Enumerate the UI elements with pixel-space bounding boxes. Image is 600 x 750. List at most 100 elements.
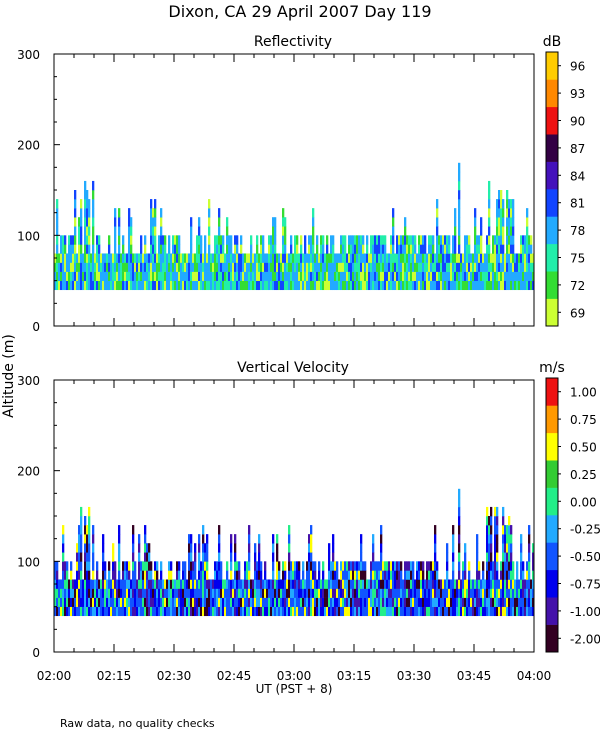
- heatmap-cell: [476, 579, 479, 589]
- heatmap-cell: [240, 280, 243, 291]
- heatmap-cell: [292, 597, 295, 607]
- heatmap-cell: [312, 226, 315, 236]
- heatmap-cell: [104, 280, 107, 291]
- heatmap-cell: [208, 579, 211, 589]
- heatmap-cell: [482, 280, 485, 291]
- heatmap-cell: [462, 253, 465, 263]
- heatmap-cell: [420, 262, 423, 272]
- heatmap-cell: [214, 561, 217, 571]
- heatmap-cell: [476, 543, 479, 553]
- heatmap-cell: [478, 606, 481, 617]
- heatmap-cell: [160, 588, 163, 598]
- heatmap-cell: [224, 271, 227, 281]
- heatmap-cell: [438, 588, 441, 598]
- heatmap-cell: [438, 280, 441, 291]
- heatmap-cell: [298, 588, 301, 598]
- heatmap-cell: [436, 208, 439, 218]
- heatmap-cell: [474, 271, 477, 281]
- heatmap-cell: [486, 570, 489, 580]
- heatmap-cell: [60, 606, 63, 617]
- heatmap-cell: [438, 253, 441, 263]
- heatmap-cell: [512, 579, 515, 589]
- heatmap-cell: [88, 543, 91, 553]
- heatmap-cell: [222, 262, 225, 272]
- heatmap-cell: [84, 516, 87, 526]
- heatmap-cell: [88, 552, 91, 562]
- heatmap-cell: [476, 588, 479, 598]
- heatmap-cell: [290, 597, 293, 607]
- heatmap-cell: [230, 561, 233, 571]
- heatmap-cell: [92, 525, 95, 535]
- heatmap-cell: [114, 570, 117, 580]
- heatmap-cell: [198, 226, 201, 236]
- heatmap-cell: [312, 253, 315, 263]
- heatmap-cell: [304, 253, 307, 263]
- heatmap-cell: [312, 271, 315, 281]
- heatmap-cell: [414, 606, 417, 617]
- heatmap-cell: [374, 253, 377, 263]
- heatmap-cell: [346, 561, 349, 571]
- colorbar-label: 90: [570, 115, 585, 129]
- heatmap-cell: [192, 588, 195, 598]
- heatmap-cell: [202, 579, 205, 589]
- heatmap-cell: [100, 262, 103, 272]
- heatmap-cell: [520, 271, 523, 281]
- heatmap-cell: [180, 606, 183, 617]
- heatmap-cell: [296, 235, 299, 245]
- heatmap-cell: [204, 262, 207, 272]
- heatmap-cell: [530, 597, 533, 607]
- heatmap-cell: [264, 280, 267, 291]
- heatmap-cell: [248, 534, 251, 544]
- heatmap-cell: [76, 262, 79, 272]
- heatmap-cell: [140, 262, 143, 272]
- heatmap-cell: [180, 262, 183, 272]
- heatmap-cell: [474, 280, 477, 291]
- heatmap-cell: [130, 579, 133, 589]
- heatmap-cell: [54, 262, 57, 272]
- heatmap-cell: [426, 588, 429, 598]
- heatmap-cell: [486, 253, 489, 263]
- heatmap-cell: [54, 570, 57, 580]
- heatmap-cell: [516, 570, 519, 580]
- heatmap-cell: [102, 262, 105, 272]
- heatmap-cell: [168, 597, 171, 607]
- heatmap-cell: [390, 588, 393, 598]
- heatmap-cell: [478, 570, 481, 580]
- heatmap-cell: [456, 280, 459, 291]
- heatmap-cell: [304, 244, 307, 254]
- heatmap-cell: [522, 597, 525, 607]
- heatmap-cell: [420, 235, 423, 245]
- heatmap-cell: [500, 570, 503, 580]
- heatmap-cell: [322, 235, 325, 245]
- heatmap-cell: [86, 570, 89, 580]
- heatmap-cell: [246, 271, 249, 281]
- heatmap-cell: [500, 280, 503, 291]
- heatmap-cell: [130, 244, 133, 254]
- heatmap-cell: [136, 597, 139, 607]
- heatmap-cell: [88, 506, 91, 517]
- heatmap-cell: [370, 280, 373, 291]
- heatmap-cell: [532, 597, 535, 607]
- heatmap-cell: [440, 244, 443, 254]
- heatmap-cell: [88, 525, 91, 535]
- heatmap-cell: [344, 244, 347, 254]
- heatmap-cell: [134, 570, 137, 580]
- heatmap-cell: [150, 280, 153, 291]
- heatmap-cell: [56, 226, 59, 236]
- heatmap-cell: [252, 280, 255, 291]
- heatmap-cell: [496, 199, 499, 209]
- heatmap-cell: [142, 579, 145, 589]
- heatmap-cell: [118, 579, 121, 589]
- heatmap-cell: [344, 579, 347, 589]
- heatmap-cell: [80, 552, 83, 562]
- heatmap-cell: [220, 606, 223, 617]
- heatmap-cell: [480, 579, 483, 589]
- heatmap-cell: [304, 588, 307, 598]
- heatmap-cell: [498, 217, 501, 227]
- heatmap-cell: [420, 570, 423, 580]
- heatmap-cell: [140, 606, 143, 617]
- heatmap-cell: [352, 597, 355, 607]
- heatmap-cell: [452, 597, 455, 607]
- heatmap-cell: [242, 579, 245, 589]
- heatmap-cell: [322, 271, 325, 281]
